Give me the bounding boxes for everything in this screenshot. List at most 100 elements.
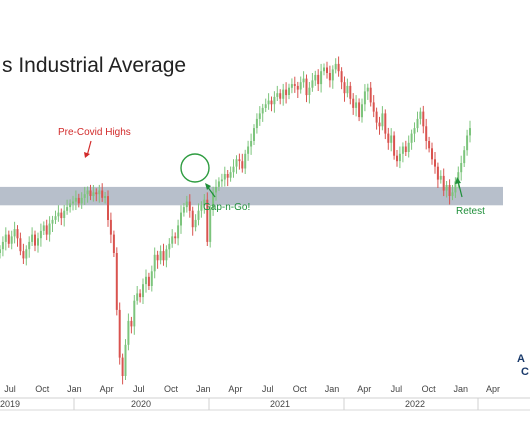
candle-body: [326, 67, 328, 73]
candle-body: [34, 234, 36, 246]
candle-body: [200, 205, 203, 211]
candle-body: [381, 113, 384, 127]
candle-body: [209, 208, 212, 242]
candle-body: [241, 161, 244, 169]
candle-body: [334, 63, 337, 70]
candle-body: [127, 320, 130, 345]
candle-body: [460, 163, 463, 173]
candle-body: [396, 155, 398, 162]
candle-body: [229, 172, 232, 178]
candle-body: [115, 253, 118, 310]
candle-body: [343, 82, 346, 94]
candle-body: [331, 69, 334, 81]
candle-body: [165, 249, 168, 261]
annotation-pre-covid-highs: Pre-Covid Highs: [58, 127, 131, 138]
candle-body: [466, 135, 469, 151]
candle-body: [372, 102, 375, 112]
candle-body: [235, 159, 238, 167]
candle-body: [363, 91, 366, 105]
candle-body: [42, 225, 45, 231]
candle-body: [349, 85, 352, 99]
candle-body: [250, 141, 253, 147]
candle-body: [121, 357, 124, 376]
candle-body: [258, 113, 261, 119]
candle-body: [401, 146, 404, 154]
candle-body: [223, 174, 226, 180]
candle-body: [314, 74, 317, 81]
candle-body: [197, 210, 200, 220]
candle-body: [1, 241, 4, 250]
x-tick-label: Jul: [391, 384, 403, 394]
candle-body: [74, 197, 77, 202]
x-tick-label: Jan: [67, 384, 82, 394]
candle-body: [282, 89, 285, 99]
candle-body: [188, 201, 191, 211]
retest-arrow-line: [457, 180, 463, 198]
candle-body: [112, 234, 115, 253]
candle-body: [407, 142, 410, 152]
candle-body: [422, 111, 425, 127]
candle-body: [410, 133, 413, 143]
x-tick-label: Oct: [164, 384, 179, 394]
candle-body: [293, 84, 296, 86]
candle-body: [80, 197, 83, 204]
candle-body: [57, 212, 60, 217]
chart-title: s Industrial Average: [2, 54, 186, 77]
candle-body: [247, 146, 250, 154]
candle-body: [398, 153, 401, 162]
year-label: 2019: [0, 399, 20, 409]
candle-body: [255, 118, 258, 129]
year-label: 2021: [270, 399, 290, 409]
candle-body: [308, 87, 311, 95]
candle-body: [185, 201, 188, 208]
candle-body: [136, 293, 139, 301]
year-labels: 2019 2020 2021 2022: [0, 398, 479, 410]
candle-body: [13, 229, 16, 237]
candle-body: [361, 104, 363, 118]
candle-body: [425, 126, 428, 141]
candle-body: [51, 219, 54, 224]
candle-body: [153, 254, 156, 272]
candle-body: [323, 67, 325, 72]
candle-body: [145, 276, 147, 285]
candle-body: [253, 128, 255, 141]
candle-body: [238, 159, 241, 162]
candle-body: [439, 175, 442, 180]
candle-body: [305, 78, 308, 96]
candle-body: [31, 234, 34, 242]
candle-body: [66, 207, 69, 211]
candle-body: [194, 219, 197, 228]
candle-body: [168, 243, 171, 250]
candle-body: [4, 234, 7, 242]
x-tick-label: Jul: [4, 384, 16, 394]
candle-body: [290, 84, 293, 88]
x-tick-label: Jan: [325, 384, 340, 394]
candle-body: [133, 300, 136, 327]
candle-body: [130, 320, 133, 327]
candle-body: [77, 197, 80, 204]
x-tick-label: Apr: [100, 384, 114, 394]
candle-body: [463, 150, 466, 164]
candle-body: [39, 230, 42, 239]
candle-body: [10, 236, 13, 244]
candle-body: [89, 190, 92, 196]
candle-body: [206, 199, 209, 242]
candle-body: [285, 89, 288, 96]
x-tick-label: Oct: [422, 384, 437, 394]
x-tick-label: Jul: [133, 384, 145, 394]
logo-letter-a: A: [517, 353, 525, 365]
candle-body: [48, 223, 51, 235]
pre-covid-arrow-head: [84, 152, 90, 158]
candle-body: [203, 199, 206, 206]
candle-body: [150, 271, 153, 286]
resistance-zone: [0, 186, 503, 206]
candle-body: [299, 82, 302, 90]
x-tick-label: Apr: [486, 384, 500, 394]
candle-body: [147, 276, 150, 286]
candle-body: [244, 153, 247, 169]
candle-body: [124, 344, 127, 376]
candle-body: [54, 216, 57, 220]
candle-body: [320, 71, 323, 85]
candle-body: [267, 100, 270, 105]
